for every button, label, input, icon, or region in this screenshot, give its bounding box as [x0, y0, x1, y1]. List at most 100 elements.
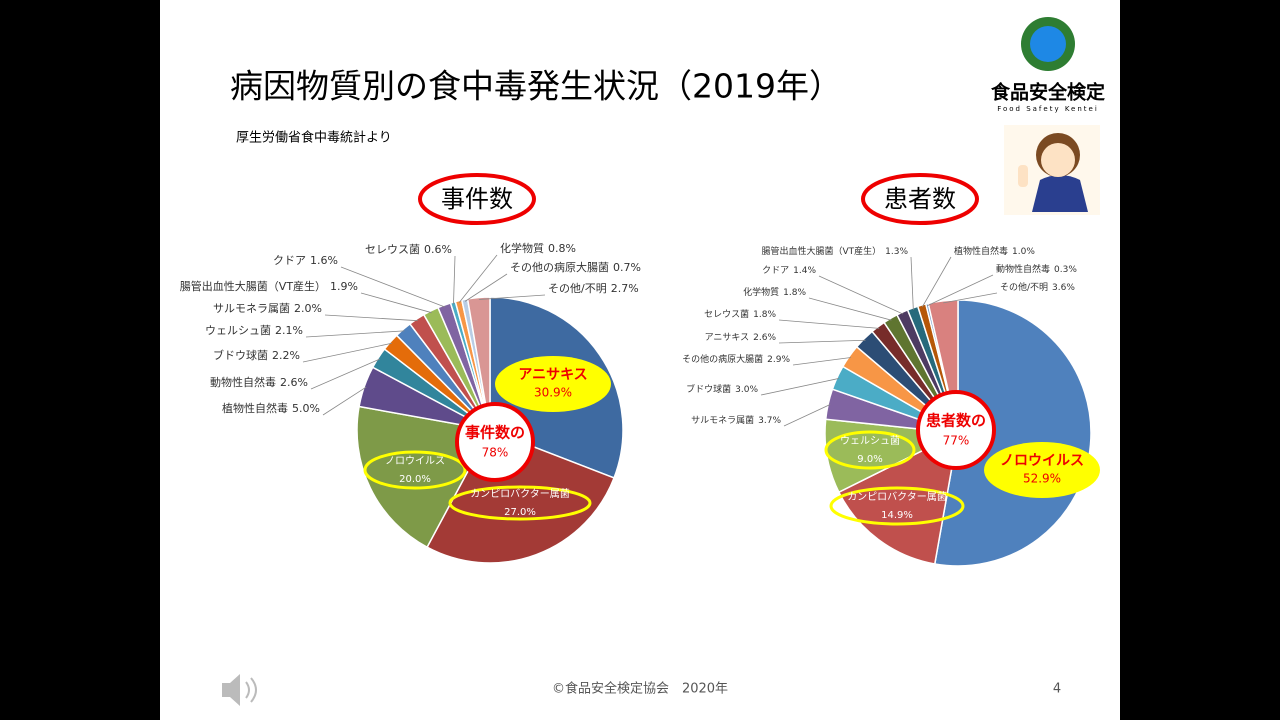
- mascot: [1004, 125, 1100, 215]
- leader-line: [943, 292, 998, 304]
- slice-label-value: 0.8%: [548, 242, 576, 255]
- chart-heading: 事件数: [441, 185, 513, 213]
- center-label: 患者数の: [926, 412, 986, 430]
- slice-label-value: 1.8%: [753, 310, 776, 320]
- center-badge: [916, 390, 996, 470]
- leader-line: [808, 297, 892, 321]
- slice-label-name: 植物性自然毒: [222, 401, 288, 415]
- slice-label-value: 1.8%: [783, 288, 806, 298]
- center-badge: [455, 402, 535, 482]
- logo-sub: Food Safety Kentei: [997, 105, 1099, 113]
- leader-line: [310, 358, 381, 390]
- slice-label-value: 1.0%: [1012, 247, 1035, 257]
- highlight-ring: [829, 486, 965, 526]
- pie-slice: [933, 299, 1092, 567]
- slice-label: 化学物質 0.8%: [500, 241, 576, 255]
- chart-heading: 患者数: [884, 185, 956, 213]
- slice-value: 27.0%: [504, 507, 536, 518]
- charts: アニサキス 30.9% カンピロバクター属菌 27.0% ノロウイルス 20.0% 植物性自…: [180, 241, 1100, 567]
- slice-label-name: ウェルシュ菌: [205, 324, 271, 337]
- leader-line: [910, 256, 914, 310]
- slice-label-name: ブドウ球菌: [686, 383, 731, 395]
- leader-line: [760, 378, 839, 396]
- slice-label: クドア 1.6%: [273, 254, 338, 267]
- slice-label-name: 動物性自然毒: [210, 375, 276, 389]
- slice-label-value: 3.0%: [735, 385, 758, 395]
- center-value: 77%: [943, 434, 970, 448]
- slice-label: ブドウ球菌 2.2%: [213, 348, 300, 362]
- leader-line: [453, 255, 456, 305]
- slice-label-value: 5.0%: [292, 402, 320, 415]
- leader-line: [778, 319, 880, 329]
- slice-label-name: 化学物質: [500, 241, 544, 255]
- leader-line: [478, 294, 546, 300]
- slice-label: カンピロバクター属菌: [470, 488, 570, 500]
- leader-line: [464, 273, 508, 302]
- slice-label-name: その他/不明: [1000, 281, 1048, 293]
- slice-label-name: サルモネラ属菌: [213, 302, 290, 315]
- slice-label-value: 1.4%: [793, 266, 816, 276]
- leader-line: [783, 404, 831, 427]
- slice-label: アニサキス 2.6%: [705, 332, 777, 343]
- slice-label-value: 2.1%: [275, 324, 303, 337]
- slice-value: 52.9%: [1023, 472, 1061, 486]
- slice-label-name: 化学物質: [743, 286, 779, 298]
- slice-label: クドア 1.4%: [762, 265, 816, 276]
- slice-label-value: 1.6%: [310, 254, 338, 267]
- slice-label: その他/不明 3.6%: [1000, 281, 1075, 293]
- leader-line: [305, 330, 405, 338]
- slice-label: 植物性自然毒 5.0%: [222, 401, 320, 415]
- slice-label-value: 0.6%: [424, 243, 452, 256]
- slice-label-name: セレウス菌: [704, 308, 749, 320]
- leader-line: [921, 256, 952, 308]
- slice-label-name: 動物性自然毒: [996, 263, 1050, 275]
- slice-label-value: 2.7%: [611, 282, 639, 295]
- slice-label-value: 0.3%: [1054, 265, 1077, 275]
- slice-label-name: セレウス菌: [365, 243, 420, 256]
- slice-label-name: その他の病原大腸菌: [682, 353, 763, 365]
- slice-label: 腸管出血性大腸菌（VT産生） 1.9%: [180, 279, 358, 293]
- slice-label-value: 2.0%: [294, 302, 322, 315]
- highlight-ellipse: [984, 442, 1100, 498]
- highlight-ring: [363, 450, 467, 490]
- slice-value: 9.0%: [857, 454, 882, 465]
- source: 厚生労働省食中毒統計より: [236, 130, 392, 146]
- slice-value: 30.9%: [534, 386, 572, 400]
- logo-text: 食品安全検定: [991, 81, 1105, 104]
- slice-label: アニサキス: [518, 367, 587, 383]
- logo-inner: [1030, 26, 1066, 62]
- slice-label: その他の病原大腸菌 0.7%: [510, 260, 641, 274]
- heading-ellipse: [861, 173, 979, 225]
- slice-label-name: その他/不明: [548, 282, 607, 295]
- slice-label: 植物性自然毒 1.0%: [954, 245, 1035, 257]
- slice-label: 動物性自然毒 2.6%: [210, 375, 308, 389]
- slice-value: 20.0%: [399, 474, 431, 485]
- leader-line: [302, 342, 392, 363]
- slice-label-value: 2.6%: [753, 333, 776, 343]
- pie-slice: [837, 431, 959, 565]
- leader-line: [340, 266, 446, 308]
- slide-title: 病因物質別の食中毒発生状況（2019年）: [230, 67, 842, 106]
- slice-label: ウェルシュ菌 2.1%: [205, 324, 303, 337]
- slice-label-name: サルモネラ属菌: [691, 414, 754, 426]
- slice-label: その他の病原大腸菌 2.9%: [682, 353, 790, 365]
- slice-label-value: 2.6%: [280, 376, 308, 389]
- slice-label-value: 1.9%: [330, 280, 358, 293]
- highlight-ring: [824, 430, 916, 470]
- slice-label-name: 腸管出血性大腸菌（VT産生）: [180, 279, 326, 293]
- slice-label-name: クドア: [762, 265, 789, 276]
- leader-line: [818, 275, 904, 315]
- leader-line: [778, 339, 866, 344]
- slice-label: ノロウイルス: [1000, 453, 1084, 469]
- slice-label: セレウス菌 1.8%: [704, 308, 776, 320]
- page-number: 4: [1053, 682, 1061, 697]
- heading-ellipse: [418, 173, 536, 225]
- leader-line: [324, 314, 418, 322]
- slice-label-name: アニサキス: [705, 332, 750, 343]
- slice-label: 化学物質 1.8%: [743, 286, 806, 298]
- slice-label-value: 1.3%: [885, 247, 908, 257]
- slice-label: 腸管出血性大腸菌（VT産生） 1.3%: [761, 245, 908, 257]
- slice-label: その他/不明 2.7%: [548, 282, 639, 295]
